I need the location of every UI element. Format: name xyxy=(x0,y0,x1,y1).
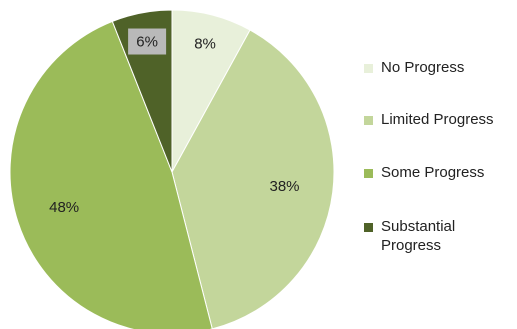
pie-slice-some-progress xyxy=(9,20,213,329)
legend-label-some-progress: Some Progress xyxy=(381,164,485,181)
legend-swatch-some-progress xyxy=(364,169,373,178)
legend-item-substantial-progress: Substantial Progress xyxy=(364,217,509,255)
legend-item-limited-progress: Limited Progress xyxy=(364,110,509,129)
pie-slice-limited-progress xyxy=(171,29,335,329)
legend-label-substantial-progress: Substantial Progress xyxy=(381,218,456,254)
legend-item-no-progress: No Progress xyxy=(364,58,509,77)
data-label-some-progress: 48% xyxy=(49,199,79,216)
legend-label-limited-progress: Limited Progress xyxy=(381,111,494,128)
legend-item-some-progress: Some Progress xyxy=(364,163,509,182)
legend-swatch-limited-progress xyxy=(364,116,373,125)
legend-swatch-no-progress xyxy=(364,64,373,73)
data-label-no-progress: 8% xyxy=(194,35,216,52)
legend-label-no-progress: No Progress xyxy=(381,59,465,76)
data-label-background-substantial-progress xyxy=(128,28,167,55)
data-label-substantial-progress: 6% xyxy=(136,34,158,51)
legend-swatch-substantial-progress xyxy=(364,223,373,232)
data-label-limited-progress: 38% xyxy=(269,178,299,195)
